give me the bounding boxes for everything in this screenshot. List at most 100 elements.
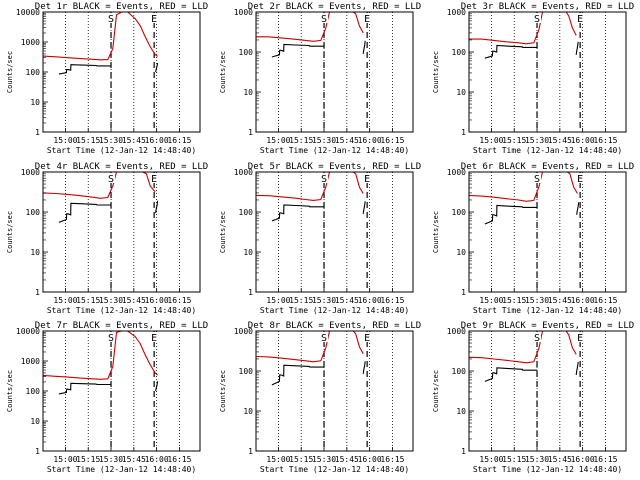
- x-axis-label: Start Time (12-Jan-12 14:48:40): [473, 465, 622, 474]
- panel-title: Det 8r BLACK = Events, RED = LLD: [248, 321, 421, 331]
- x-tick-label: 15:30: [99, 455, 123, 464]
- x-tick-label: 15:30: [525, 136, 549, 145]
- marker-bg: [150, 173, 159, 183]
- x-tick-label: 15:45: [335, 455, 359, 464]
- y-tick-label: 10: [243, 88, 253, 97]
- start-marker: S: [534, 14, 540, 25]
- x-axis-label: Start Time (12-Jan-12 14:48:40): [47, 465, 196, 474]
- x-tick-label: 16:15: [167, 296, 191, 305]
- x-tick-label: 16:15: [380, 455, 404, 464]
- x-tick-label: 15:30: [525, 296, 549, 305]
- marker-bg: [576, 173, 585, 183]
- y-tick-label: 10: [30, 248, 40, 257]
- marker-bg: [363, 13, 372, 23]
- x-tick-label: 15:15: [289, 296, 313, 305]
- marker-bg: [533, 332, 542, 342]
- y-tick-label: 10000: [16, 327, 40, 336]
- x-tick-label: 15:00: [53, 455, 77, 464]
- start-marker: S: [321, 14, 327, 25]
- x-tick-label: 15:30: [99, 136, 123, 145]
- start-marker: S: [108, 14, 114, 25]
- start-marker: S: [108, 333, 114, 344]
- end-marker: E: [364, 333, 370, 344]
- marker-bg: [107, 13, 116, 23]
- y-tick-label: 100: [239, 367, 254, 376]
- marker-bg: [576, 13, 585, 23]
- x-tick-label: 15:45: [122, 296, 146, 305]
- x-axis-label: Start Time (12-Jan-12 14:48:40): [260, 306, 409, 315]
- y-tick-label: 10: [243, 407, 253, 416]
- y-tick-label: 1000: [21, 38, 40, 47]
- y-tick-label: 10000: [16, 8, 40, 17]
- start-marker: S: [321, 333, 327, 344]
- y-tick-label: 100: [239, 208, 254, 217]
- events-series-line: [58, 62, 159, 75]
- y-tick-label: 1: [461, 447, 466, 456]
- x-tick-label: 15:45: [335, 296, 359, 305]
- lld-series-line: [42, 330, 158, 380]
- x-tick-label: 15:30: [525, 455, 549, 464]
- marker-bg: [363, 173, 372, 183]
- marker-bg: [533, 173, 542, 183]
- y-axis-label: Counts/sec: [432, 51, 440, 93]
- y-tick-label: 1000: [447, 168, 466, 177]
- panel-title: Det 6r BLACK = Events, RED = LLD: [461, 162, 634, 172]
- x-tick-label: 16:00: [145, 136, 169, 145]
- marker-bg: [320, 13, 329, 23]
- x-tick-label: 15:00: [266, 455, 290, 464]
- y-tick-label: 1: [35, 288, 40, 297]
- x-tick-label: 16:15: [593, 455, 617, 464]
- x-tick-label: 15:30: [312, 296, 336, 305]
- y-axis-label: Counts/sec: [432, 211, 440, 253]
- y-tick-label: 1000: [447, 8, 466, 17]
- marker-bg: [150, 332, 159, 342]
- x-tick-label: 16:15: [593, 136, 617, 145]
- x-tick-label: 16:00: [358, 455, 382, 464]
- y-tick-label: 10: [30, 98, 40, 107]
- y-tick-label: 10: [243, 248, 253, 257]
- x-tick-label: 15:30: [312, 136, 336, 145]
- x-tick-label: 15:00: [479, 455, 503, 464]
- events-series-line: [271, 40, 366, 58]
- events-series-line: [271, 201, 366, 222]
- y-tick-label: 1000: [234, 168, 253, 177]
- y-tick-label: 1000: [234, 327, 253, 336]
- y-tick-label: 1: [461, 128, 466, 137]
- marker-bg: [363, 332, 372, 342]
- x-tick-label: 15:15: [289, 136, 313, 145]
- marker-bg: [107, 173, 116, 183]
- end-marker: E: [364, 14, 370, 25]
- marker-bg: [320, 332, 329, 342]
- marker-bg: [576, 332, 585, 342]
- x-tick-label: 15:45: [122, 455, 146, 464]
- marker-bg: [320, 173, 329, 183]
- plot-frame: [255, 330, 414, 452]
- start-marker: S: [108, 174, 114, 185]
- x-axis-label: Start Time (12-Jan-12 14:48:40): [47, 306, 196, 315]
- x-tick-label: 15:15: [76, 136, 100, 145]
- y-tick-label: 10: [456, 248, 466, 257]
- detector-panel-2: Det 2r BLACK = Events, RED = LLD 1 10 100 10…: [219, 2, 421, 155]
- plot-frame: [42, 171, 201, 293]
- x-tick-label: 16:00: [358, 296, 382, 305]
- y-tick-label: 10: [456, 407, 466, 416]
- x-tick-label: 16:00: [571, 455, 595, 464]
- events-series-line: [484, 41, 579, 59]
- y-tick-label: 10: [30, 417, 40, 426]
- x-tick-label: 16:15: [167, 455, 191, 464]
- detector-panel-7: Det 7r BLACK = Events, RED = LLD 1 10 100 10…: [6, 321, 208, 474]
- detector-panel-4: Det 4r BLACK = Events, RED = LLD 1 10 100 10…: [6, 162, 208, 315]
- x-tick-label: 16:00: [145, 296, 169, 305]
- x-tick-label: 15:45: [548, 296, 572, 305]
- x-tick-label: 15:00: [53, 296, 77, 305]
- x-tick-label: 15:00: [479, 296, 503, 305]
- events-series-line: [484, 202, 580, 225]
- x-tick-label: 15:15: [502, 296, 526, 305]
- x-tick-label: 16:00: [145, 455, 169, 464]
- x-tick-label: 15:00: [266, 296, 290, 305]
- y-axis-label: Counts/sec: [219, 211, 227, 253]
- panel-title: Det 7r BLACK = Events, RED = LLD: [35, 321, 208, 331]
- panel-title: Det 1r BLACK = Events, RED = LLD: [35, 2, 208, 12]
- y-axis-label: Counts/sec: [6, 211, 14, 253]
- y-axis-label: Counts/sec: [219, 370, 227, 412]
